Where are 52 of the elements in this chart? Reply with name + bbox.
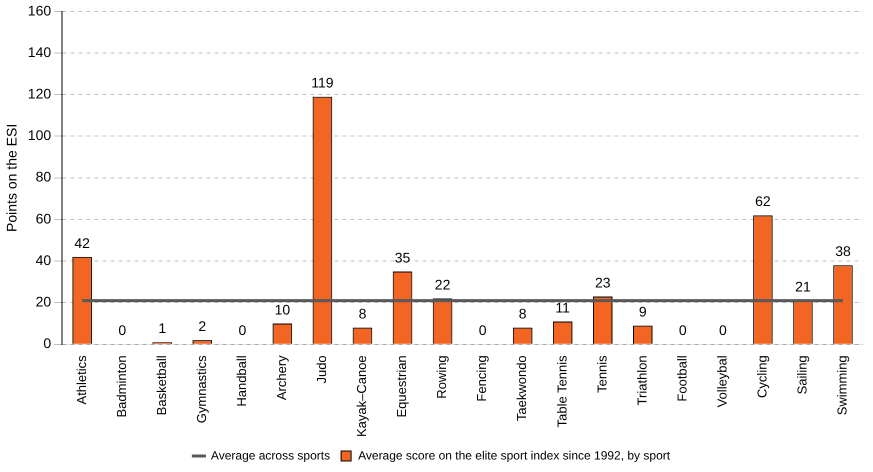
x-tick-label: Rowing bbox=[434, 355, 450, 399]
x-tick-label: Judo bbox=[314, 355, 330, 384]
x-tick-label: Cycling bbox=[754, 355, 770, 398]
y-axis-title: Points on the ESI bbox=[3, 124, 20, 232]
data-label: 42 bbox=[74, 234, 90, 251]
x-tick-label: Kayak–Canoe bbox=[354, 355, 370, 438]
x-tick-label: Archery bbox=[274, 354, 289, 400]
y-tick-label: 120 bbox=[28, 85, 52, 102]
legend-label: Average score on the elite sport index since 1992, by sport bbox=[358, 448, 671, 462]
x-tick-label: Equestrian bbox=[394, 355, 410, 418]
data-label: 0 bbox=[118, 322, 126, 338]
data-label: 21 bbox=[795, 278, 811, 294]
x-tick-label: Athletics bbox=[74, 354, 89, 404]
data-label: 0 bbox=[718, 322, 727, 338]
data-label: 9 bbox=[638, 303, 647, 320]
y-tick-label: 20 bbox=[36, 294, 52, 310]
data-label: 0 bbox=[238, 322, 246, 338]
y-tick-label: 160 bbox=[28, 2, 52, 18]
x-tick-label: Triathlon bbox=[634, 355, 650, 406]
y-tick-label: 80 bbox=[36, 168, 52, 185]
data-label: 23 bbox=[594, 274, 611, 290]
data-label: 8 bbox=[518, 306, 527, 322]
y-tick-label: 0 bbox=[43, 335, 52, 352]
x-tick-label: Volleybal bbox=[714, 355, 730, 408]
data-label: 0 bbox=[478, 322, 487, 338]
x-tick-label: Handball bbox=[234, 355, 249, 407]
data-label: 62 bbox=[755, 193, 771, 210]
data-label: 119 bbox=[311, 74, 334, 91]
data-label: 0 bbox=[678, 322, 687, 338]
y-tick-label: 140 bbox=[28, 44, 52, 60]
y-tick-label: 100 bbox=[28, 127, 52, 144]
legend-label: Average across sports bbox=[210, 448, 330, 462]
x-tick-label: Taekwondo bbox=[514, 355, 530, 422]
data-label: 22 bbox=[434, 276, 451, 292]
x-tick-label: Sailing bbox=[794, 355, 810, 394]
x-tick-label: Basketball bbox=[154, 355, 169, 416]
data-label: 10 bbox=[274, 301, 290, 318]
x-tick-label: Fencing bbox=[474, 355, 490, 402]
y-tick-label: 40 bbox=[36, 252, 52, 268]
y-tick-label: 60 bbox=[36, 210, 52, 226]
x-tick-label: Badminton bbox=[114, 355, 129, 418]
data-label: 2 bbox=[198, 318, 206, 334]
data-label: 35 bbox=[394, 249, 411, 266]
x-tick-label: Swimming bbox=[834, 355, 850, 416]
data-label: 38 bbox=[835, 243, 851, 260]
x-tick-label: Table Tennis bbox=[554, 354, 570, 428]
data-label: 11 bbox=[555, 299, 570, 316]
data-label: 1 bbox=[158, 320, 166, 336]
x-tick-label: Football bbox=[674, 355, 690, 402]
x-tick-label: Gymnastics bbox=[194, 354, 209, 424]
data-label: 8 bbox=[358, 306, 367, 322]
x-tick-label: Tennis bbox=[594, 354, 610, 393]
